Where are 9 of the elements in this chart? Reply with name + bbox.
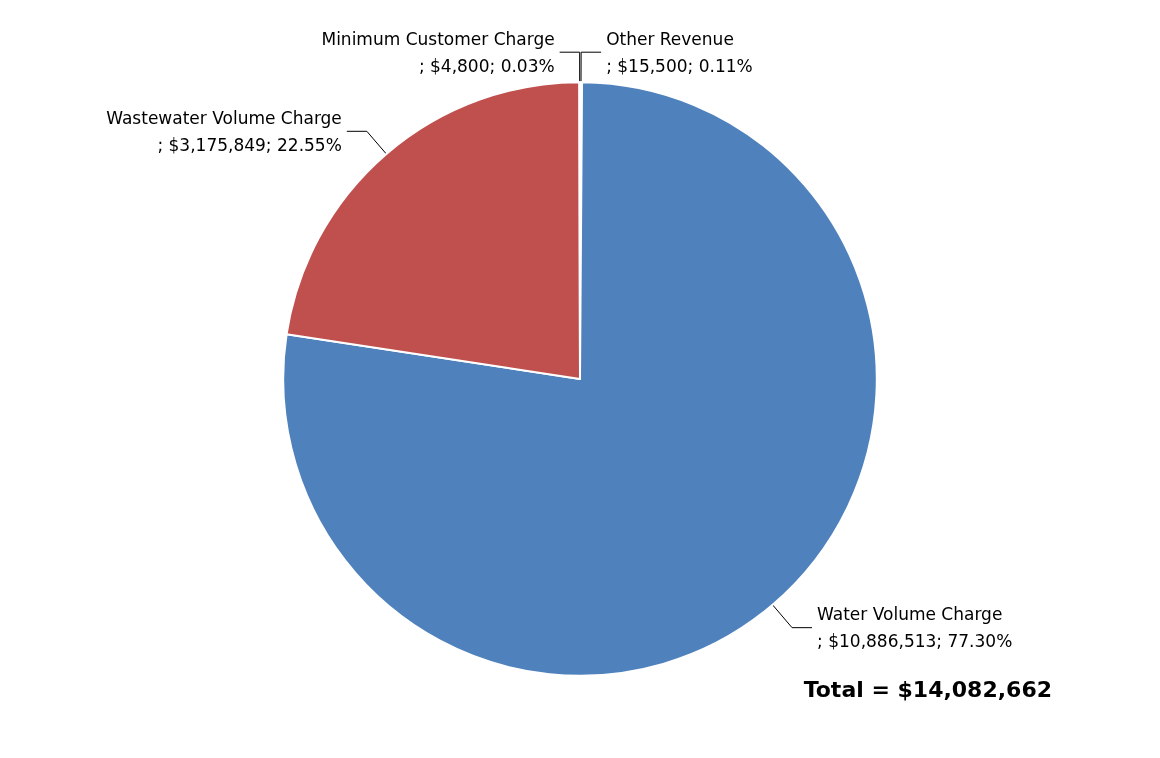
slice-label: Minimum Customer Charge bbox=[321, 28, 555, 49]
data-label: ; $10,886,513; 77.30% bbox=[817, 631, 1013, 652]
data-label: ; $4,800; 0.03% bbox=[418, 55, 555, 76]
data-label: ; $15,500; 0.11% bbox=[606, 55, 753, 76]
slice-label: Other Revenue bbox=[606, 28, 734, 49]
slice-label: Water Volume Charge bbox=[817, 604, 1003, 625]
slice-label: Wastewater Volume Charge bbox=[106, 107, 342, 128]
data-label: ; $3,175,849; 22.55% bbox=[157, 134, 342, 155]
text: Total = $14,082,662 bbox=[803, 676, 1053, 702]
